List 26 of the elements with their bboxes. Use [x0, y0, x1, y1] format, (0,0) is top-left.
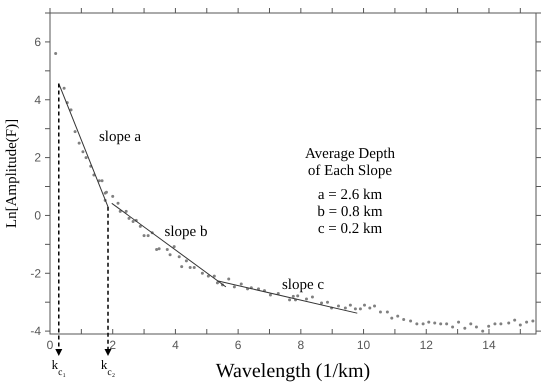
y-tick-label: 0	[34, 208, 42, 222]
annotation: a = 2.6 km	[318, 187, 382, 203]
annotation: slope a	[98, 129, 142, 145]
x-tick-label: 2	[109, 338, 116, 352]
x-tick-label: 14	[482, 338, 496, 352]
annotation: b = 0.8 km	[317, 204, 383, 220]
y-tick-label: 2	[34, 150, 42, 165]
x-tick-label: 10	[356, 338, 371, 352]
y-tick-label: 6	[34, 34, 42, 49]
x-tick-label: 0	[46, 338, 54, 352]
annotation: c = 0.2 km	[318, 221, 382, 237]
annotation: Average Depth	[304, 146, 396, 162]
y-tick-label: 4	[34, 92, 42, 107]
ref-line-label: k$_{c₁}$	[52, 357, 66, 378]
x-tick-label: 4	[172, 338, 180, 352]
annotation: slope c	[282, 277, 324, 293]
y-axis-title: Ln[Amplitude(F)]	[4, 118, 20, 228]
x-tick-label: 6	[234, 338, 242, 352]
annotation: of Each Slope	[308, 163, 392, 179]
x-axis-title: Wavelength (1/km)	[216, 360, 370, 382]
y-tick-label: -2	[30, 266, 42, 280]
annotation: slope b	[164, 224, 208, 240]
x-tick-label: 12	[420, 338, 434, 352]
x-tick-label: 8	[297, 338, 304, 352]
y-tick-label: -4	[30, 324, 42, 338]
ref-line-label: k$_{c₂}$	[100, 357, 116, 378]
